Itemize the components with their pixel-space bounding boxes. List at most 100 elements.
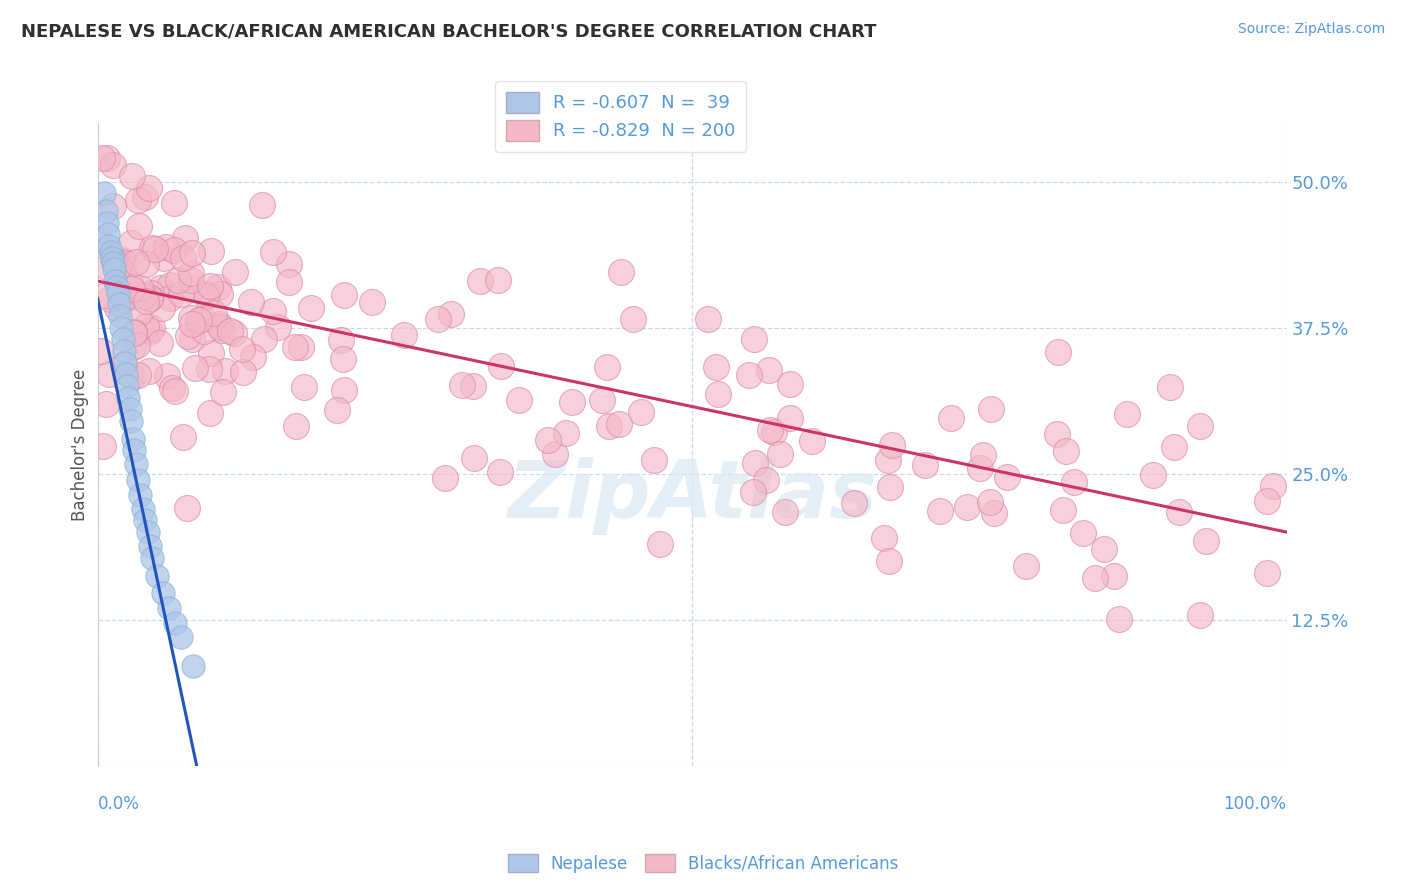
Point: [621, 311, 644, 326]
Point: [607, 417, 630, 432]
Point: [141, 285, 163, 300]
Point: [463, 378, 485, 392]
Point: [361, 294, 384, 309]
Point: [139, 539, 162, 553]
Point: [118, 402, 141, 417]
Point: [427, 312, 450, 326]
Point: [129, 305, 152, 319]
Point: [214, 364, 236, 378]
Point: [180, 317, 202, 331]
Point: [153, 251, 176, 265]
Point: [1163, 440, 1185, 454]
Point: [980, 402, 1002, 417]
Point: [193, 325, 215, 339]
Point: [134, 513, 156, 527]
Point: [1054, 443, 1077, 458]
Point: [105, 280, 128, 294]
Point: [127, 338, 149, 352]
Point: [211, 323, 233, 337]
Point: [120, 414, 142, 428]
Point: [96, 397, 118, 411]
Point: [127, 193, 149, 207]
Point: [209, 287, 232, 301]
Point: [101, 199, 124, 213]
Point: [591, 392, 613, 407]
Point: [93, 186, 115, 201]
Point: [219, 324, 242, 338]
Point: [111, 253, 134, 268]
Point: [127, 368, 149, 382]
Point: [1168, 505, 1191, 519]
Point: [162, 381, 184, 395]
Point: [120, 235, 142, 250]
Point: [184, 361, 207, 376]
Point: [139, 324, 162, 338]
Point: [157, 601, 180, 615]
Point: [141, 550, 163, 565]
Point: [107, 260, 129, 274]
Point: [134, 289, 156, 303]
Point: [101, 251, 124, 265]
Point: [983, 506, 1005, 520]
Point: [112, 344, 135, 359]
Point: [758, 363, 780, 377]
Text: NEPALESE VS BLACK/AFRICAN AMERICAN BACHELOR'S DEGREE CORRELATION CHART: NEPALESE VS BLACK/AFRICAN AMERICAN BACHE…: [21, 22, 876, 40]
Point: [696, 312, 718, 326]
Point: [956, 500, 979, 514]
Point: [929, 504, 952, 518]
Point: [108, 297, 131, 311]
Point: [135, 294, 157, 309]
Point: [101, 256, 124, 270]
Point: [262, 244, 284, 259]
Point: [122, 432, 145, 446]
Point: [434, 471, 457, 485]
Point: [561, 395, 583, 409]
Point: [1189, 607, 1212, 622]
Point: [129, 488, 152, 502]
Point: [648, 537, 671, 551]
Point: [90, 343, 112, 358]
Point: [250, 198, 273, 212]
Point: [96, 152, 118, 166]
Point: [329, 334, 352, 348]
Point: [177, 328, 200, 343]
Point: [117, 379, 139, 393]
Point: [127, 473, 149, 487]
Point: [121, 282, 143, 296]
Point: [879, 481, 901, 495]
Point: [239, 294, 262, 309]
Point: [290, 340, 312, 354]
Point: [979, 495, 1001, 509]
Point: [111, 332, 134, 346]
Point: [181, 245, 204, 260]
Point: [198, 406, 221, 420]
Point: [98, 293, 121, 307]
Point: [112, 358, 135, 372]
Point: [873, 532, 896, 546]
Point: [555, 426, 578, 441]
Point: [118, 276, 141, 290]
Point: [1108, 611, 1130, 625]
Point: [842, 496, 865, 510]
Point: [744, 456, 766, 470]
Point: [181, 333, 204, 347]
Point: [877, 453, 900, 467]
Point: [125, 255, 148, 269]
Point: [108, 309, 131, 323]
Point: [149, 336, 172, 351]
Point: [90, 152, 112, 166]
Point: [995, 470, 1018, 484]
Point: [124, 458, 146, 472]
Point: [939, 410, 962, 425]
Point: [149, 281, 172, 295]
Point: [104, 252, 127, 267]
Point: [134, 190, 156, 204]
Point: [180, 266, 202, 280]
Point: [163, 195, 186, 210]
Point: [163, 616, 186, 631]
Point: [738, 368, 761, 382]
Point: [1073, 526, 1095, 541]
Point: [103, 254, 125, 268]
Point: [146, 569, 169, 583]
Point: [159, 291, 181, 305]
